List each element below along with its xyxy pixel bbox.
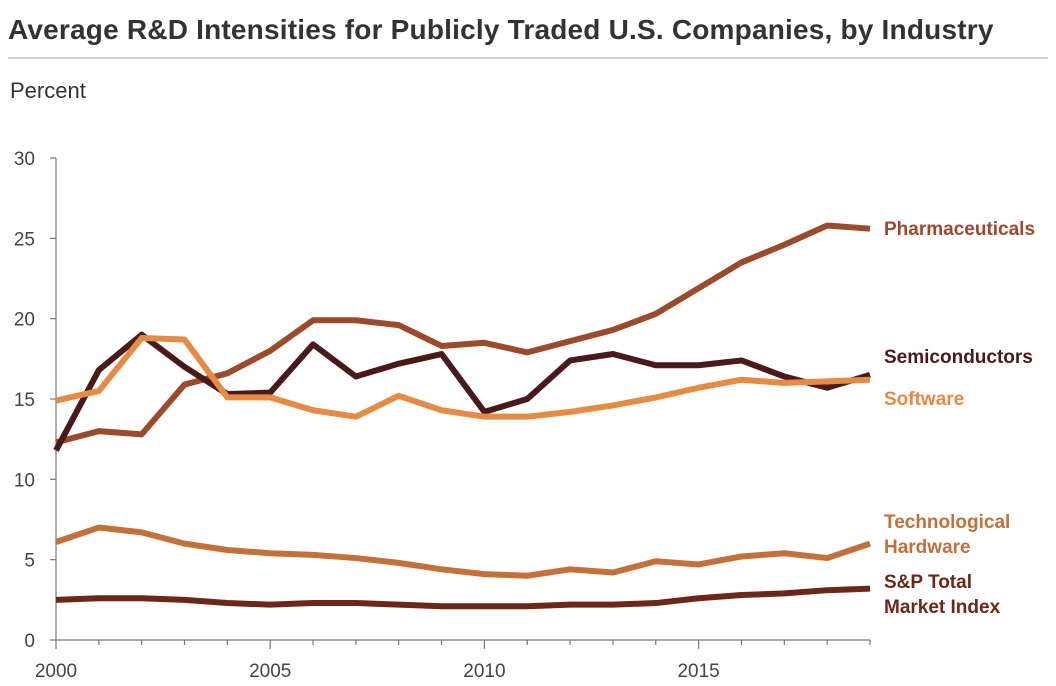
title-divider (8, 57, 1048, 59)
chart-title: Average R&D Intensities for Publicly Tra… (8, 14, 994, 45)
series-label-software: Software (884, 389, 964, 410)
y-tick-label: 30 (14, 149, 35, 170)
series-line-software (55, 334, 871, 420)
series-label-semiconductors: Semiconductors (884, 347, 1033, 368)
x-tick-label: 2015 (677, 661, 719, 682)
x-tick-label: 2000 (35, 661, 77, 682)
axes: 0 5 10 15 20 25 30 2000 2005 2010 2015 (14, 149, 871, 682)
series-line-semiconductors (53, 331, 871, 452)
y-axis-unit-label: Percent (10, 78, 86, 103)
series-line-s-p-total-market-index (55, 585, 871, 610)
series-label-s-p-total-market-index: S&P Total Market Index (884, 572, 1001, 618)
series-label-pharmaceuticals: Pharmaceuticals (884, 219, 1035, 240)
series-line-pharmaceuticals (55, 222, 871, 446)
y-tick-label: 20 (14, 310, 35, 331)
series-label-technological-hardware: Technological Hardware (884, 512, 1010, 558)
y-tick-label: 25 (14, 229, 35, 250)
x-tick-label: 2005 (249, 661, 291, 682)
series-line-technological-hardware (55, 524, 871, 579)
x-tick-label: 2010 (463, 661, 505, 682)
series-labels: Pharmaceuticals Semiconductors Software Tec… (884, 219, 1035, 618)
y-tick-label: 10 (14, 470, 35, 491)
series-lines (53, 222, 871, 610)
y-tick-label: 5 (24, 551, 35, 572)
y-tick-label: 0 (24, 631, 35, 652)
y-tick-label: 15 (14, 390, 35, 411)
